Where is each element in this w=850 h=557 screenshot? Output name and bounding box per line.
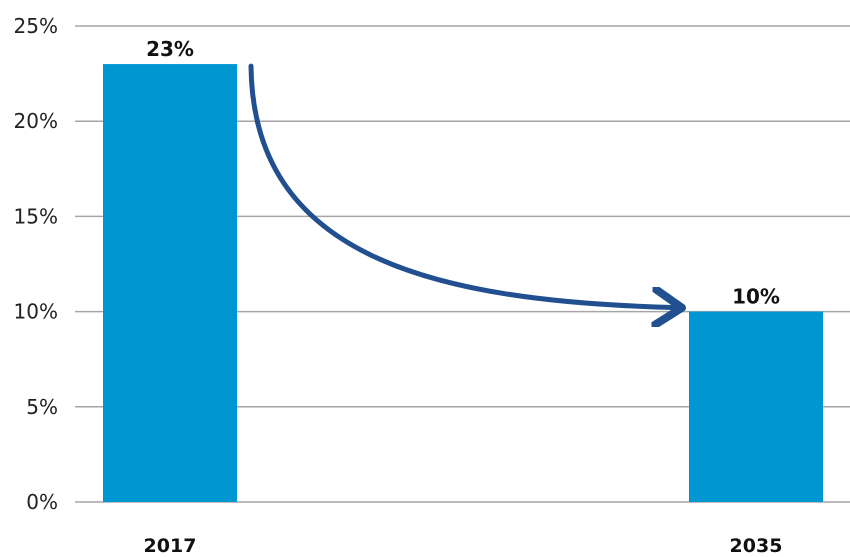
data-labels: 23% 10% <box>146 37 780 309</box>
bars <box>103 64 823 502</box>
category-label-2035: 2035 <box>730 535 783 557</box>
data-label-2017: 23% <box>146 37 194 61</box>
x-axis-category-labels: 2017 2035 <box>144 535 783 557</box>
y-tick-label: 20% <box>14 109 58 133</box>
bar-2035 <box>689 311 823 502</box>
y-tick-label: 25% <box>14 14 58 38</box>
y-tick-label: 5% <box>26 395 58 419</box>
y-axis-tick-labels: 0% 5% 10% 15% 20% 25% <box>14 14 58 514</box>
category-label-2017: 2017 <box>144 535 197 557</box>
y-tick-label: 10% <box>14 300 58 324</box>
y-tick-label: 0% <box>26 490 58 514</box>
data-label-2035: 10% <box>732 285 780 309</box>
trend-arrow <box>248 63 677 308</box>
bar-2017 <box>103 64 237 502</box>
y-tick-label: 15% <box>14 204 58 228</box>
